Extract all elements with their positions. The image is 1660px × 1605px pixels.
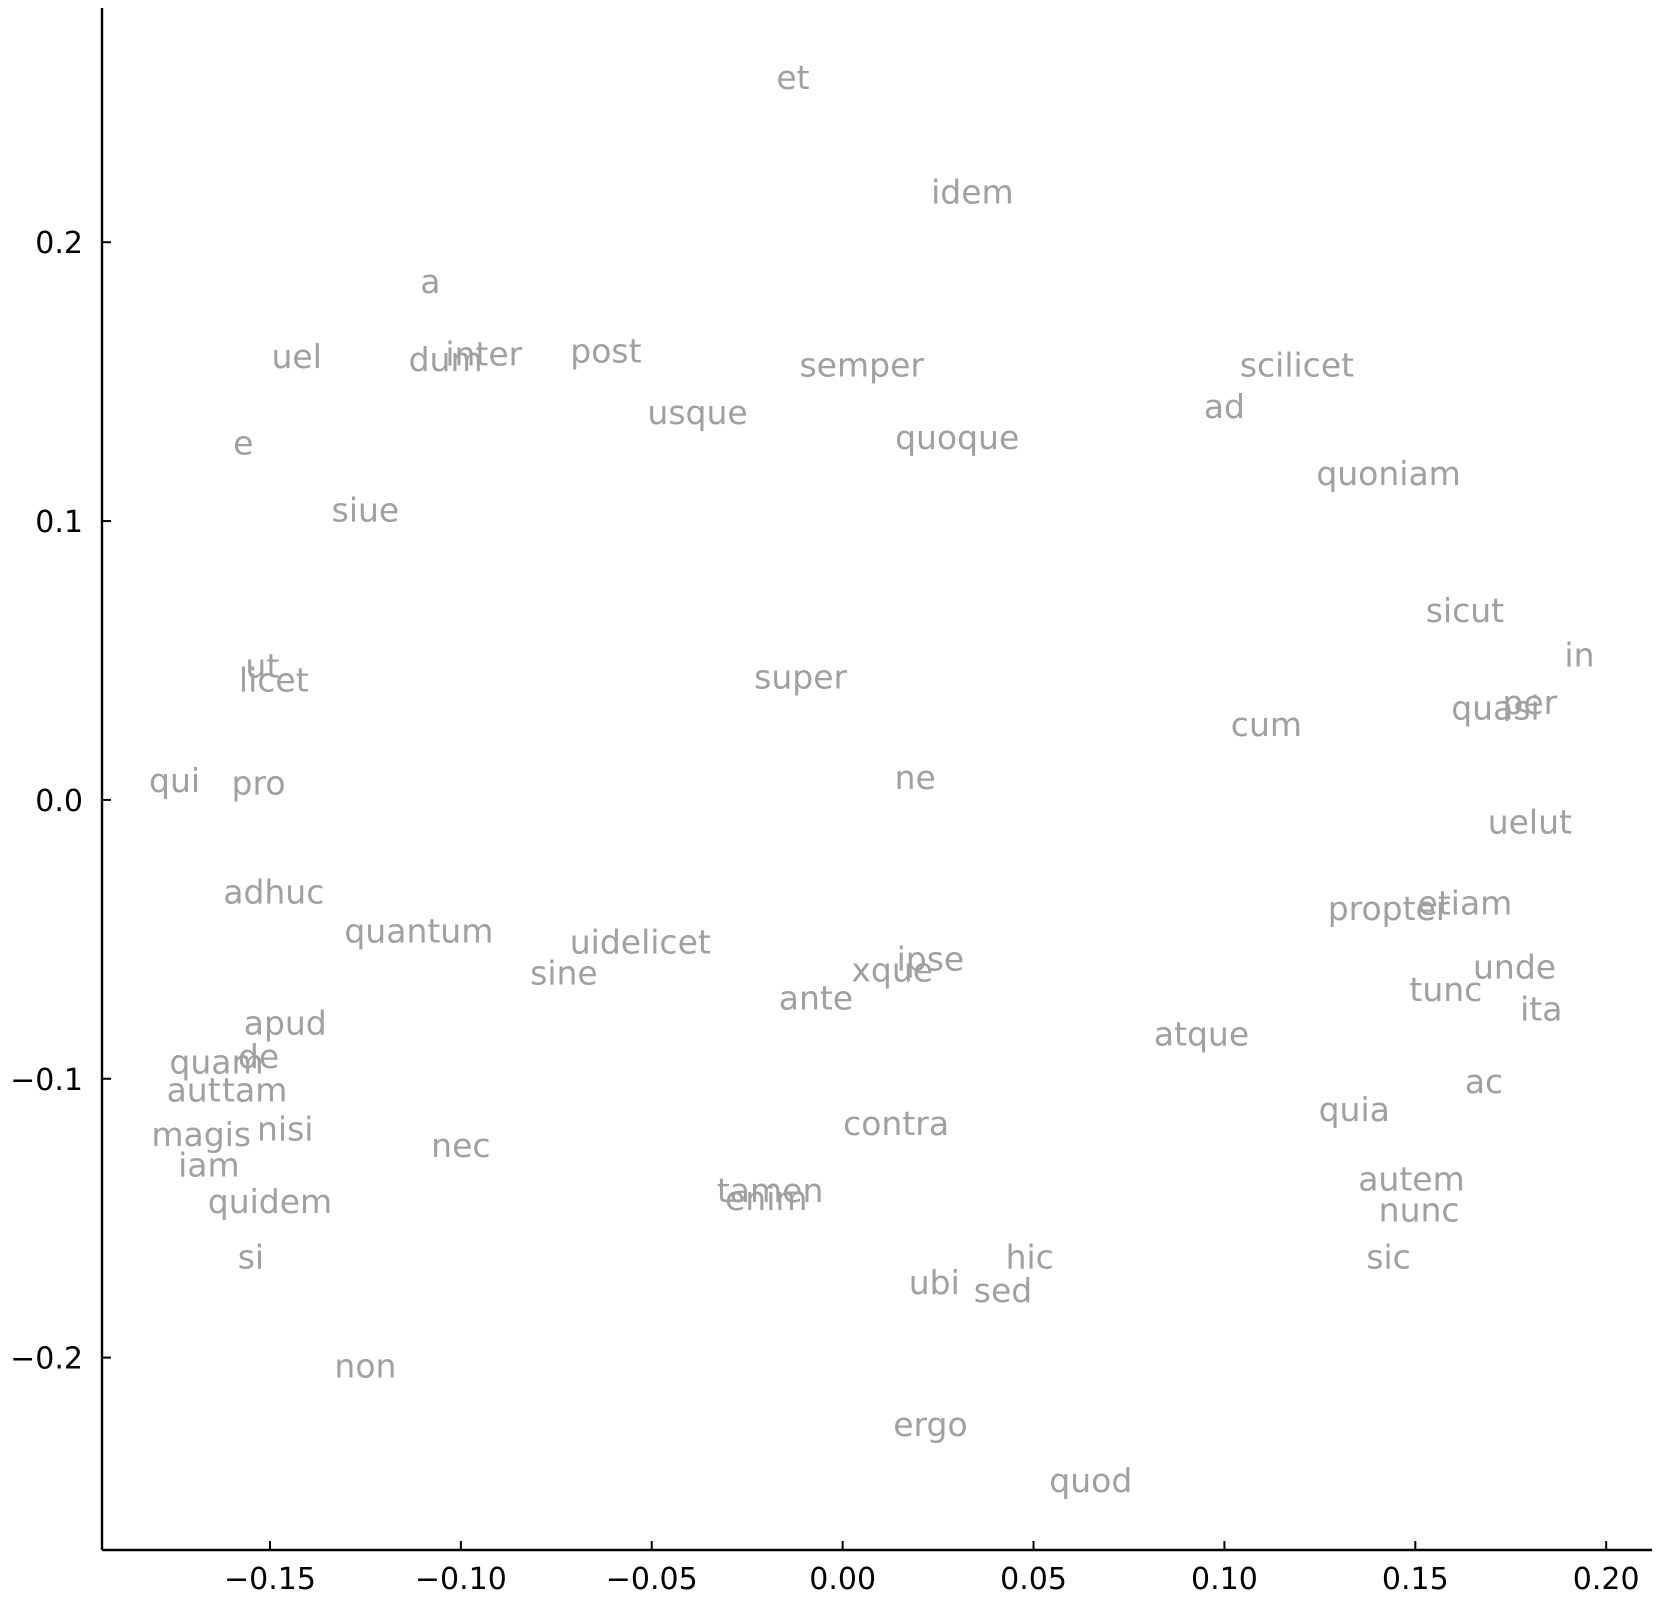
word-point-label: quasi xyxy=(1451,688,1539,727)
word-point-label: xque xyxy=(851,951,933,990)
x-tick-label: 0.20 xyxy=(1573,1562,1640,1597)
word-point-label: ipse xyxy=(897,939,965,978)
word-point-label: quia xyxy=(1319,1090,1390,1129)
word-point-label: propter xyxy=(1328,889,1450,928)
x-tick-label: 0.10 xyxy=(1191,1562,1258,1597)
word-point-label: quoque xyxy=(895,418,1019,457)
word-point-label: qui xyxy=(149,761,200,800)
word-point-label: ad xyxy=(1204,387,1245,426)
word-point-label: e xyxy=(233,423,253,462)
word-point-label: contra xyxy=(843,1104,949,1143)
word-point-label: pro xyxy=(232,764,286,803)
x-tick-label: −0.15 xyxy=(224,1562,316,1597)
word-point-label: quoniam xyxy=(1316,454,1461,493)
word-point-label: per xyxy=(1502,683,1557,722)
x-tick-label: −0.05 xyxy=(606,1562,698,1597)
y-tick-label: −0.1 xyxy=(10,1063,83,1098)
word-point-label: ergo xyxy=(893,1405,967,1444)
word-point-label: et xyxy=(776,58,809,97)
word-point-label: ne xyxy=(895,758,936,797)
word-point-label: enim xyxy=(725,1179,808,1218)
word-point-label: magis xyxy=(151,1115,251,1154)
word-point-label: sic xyxy=(1366,1238,1411,1277)
word-point-label: in xyxy=(1564,635,1594,674)
word-point-label: etiam xyxy=(1418,884,1513,923)
word-point-label: inter xyxy=(445,334,522,373)
x-tick-label: 0.15 xyxy=(1382,1562,1449,1597)
word-point-label: post xyxy=(570,331,641,370)
word-point-label: semper xyxy=(799,345,924,384)
x-tick-label: −0.10 xyxy=(415,1562,507,1597)
word-point-label: uelut xyxy=(1488,803,1572,842)
word-point-label: scilicet xyxy=(1240,345,1354,384)
word-point-label: nec xyxy=(431,1126,490,1165)
x-axis-ticks: −0.15 −0.10 −0.05 0.00 0.05 0.10 0.15 0.20 xyxy=(224,1541,1640,1597)
word-point-label: super xyxy=(754,658,847,697)
word-point-label: unde xyxy=(1473,948,1556,987)
word-point-label: aut xyxy=(167,1070,221,1109)
word-point-label: iam xyxy=(178,1146,240,1185)
word-point-label: ubi xyxy=(909,1263,960,1302)
word-point-label: tam xyxy=(222,1070,287,1109)
y-tick-label: 0.1 xyxy=(35,505,83,540)
word-point-label: atque xyxy=(1154,1015,1249,1054)
x-tick-label: 0.00 xyxy=(809,1562,876,1597)
word-point-label: sed xyxy=(974,1271,1032,1310)
y-tick-label: 0.0 xyxy=(35,784,83,819)
word-point-label: tamen xyxy=(717,1171,824,1210)
word-point-label: a xyxy=(420,262,440,301)
word-point-label: ante xyxy=(779,978,853,1017)
y-axis-ticks: 0.2 0.1 0.0 −0.1 −0.2 xyxy=(10,226,111,1377)
word-point-label: quam xyxy=(169,1043,263,1082)
word-point-label: ut xyxy=(245,647,279,686)
word-point-label: hic xyxy=(1006,1238,1054,1277)
word-point-label: quantum xyxy=(344,911,493,950)
word-point-label: uel xyxy=(272,337,322,376)
word-point-label: de xyxy=(238,1037,279,1076)
word-point-label: siue xyxy=(332,490,400,529)
word-point-label: ac xyxy=(1465,1062,1503,1101)
word-point-label: adhuc xyxy=(223,872,324,911)
word-point-label: ita xyxy=(1520,990,1562,1029)
word-point-label: idem xyxy=(931,173,1014,212)
word-point-label: usque xyxy=(647,393,747,432)
word-point-label: nisi xyxy=(257,1109,313,1148)
word-point-label: quod xyxy=(1049,1461,1132,1500)
word-point-label: cum xyxy=(1231,705,1302,744)
word-point-label: sicut xyxy=(1426,591,1504,630)
word-point-label: sine xyxy=(530,953,598,992)
word-point-label: dum xyxy=(409,340,483,379)
word-point-label: licet xyxy=(239,661,309,700)
word-point-label: quidem xyxy=(208,1182,332,1221)
y-tick-label: −0.2 xyxy=(10,1342,83,1377)
word-point-label: si xyxy=(238,1238,264,1277)
word-point-label: uidelicet xyxy=(570,923,711,962)
word-point-label: non xyxy=(334,1346,396,1385)
word-point-label: tunc xyxy=(1409,970,1482,1009)
word-point-label: apud xyxy=(244,1003,327,1042)
y-tick-label: 0.2 xyxy=(35,226,83,261)
axes xyxy=(100,8,1652,1552)
word-point-label: nunc xyxy=(1379,1190,1460,1229)
x-tick-label: 0.05 xyxy=(1000,1562,1067,1597)
word-point-label: autem xyxy=(1358,1160,1465,1199)
